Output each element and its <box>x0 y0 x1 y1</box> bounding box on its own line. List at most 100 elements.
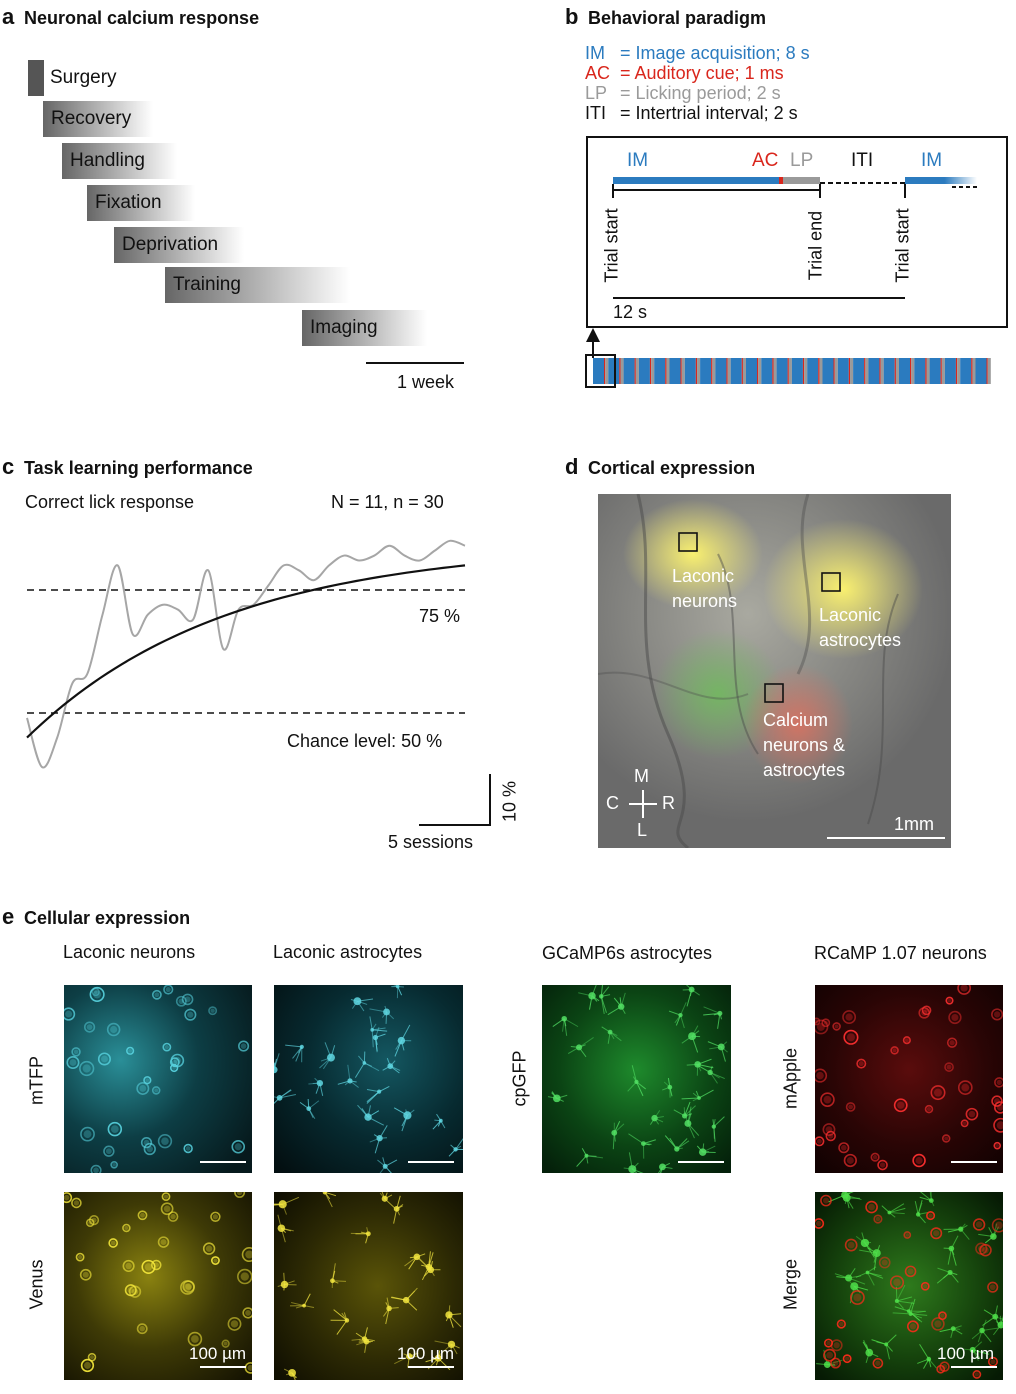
img-laconic-astrocytes-mtfp <box>274 985 463 1173</box>
col-laconic-astrocytes: Laconic astrocytes <box>273 942 423 962</box>
strip-ac-segment <box>864 358 866 384</box>
highlight-box <box>585 354 616 388</box>
strip-ac-segment <box>894 358 896 384</box>
strip-ac-segment <box>833 358 835 384</box>
strip-ac-segment <box>986 358 988 384</box>
panel-a-scale-label: 1 week <box>397 372 455 392</box>
strip-lp-segment <box>712 358 716 384</box>
col-gcamp: GCaMP6s astrocytes <box>542 943 713 963</box>
panel-e-title: Cellular expression <box>24 908 191 928</box>
strip-lp-segment <box>635 358 639 384</box>
strip-im-segment <box>654 358 666 384</box>
lp-bar <box>783 177 820 184</box>
stage-deprivation: Deprivation <box>114 227 244 263</box>
trial-sequence-strip <box>593 358 991 384</box>
strip-ac-segment <box>925 358 927 384</box>
duration-label: 12 s <box>613 302 648 322</box>
strip-lp-segment <box>911 358 915 384</box>
im-bar-next <box>905 177 977 184</box>
scale-bar <box>200 1366 246 1368</box>
strip-ac-segment <box>680 358 682 384</box>
stage-label: Training <box>173 274 241 295</box>
stage-label: Imaging <box>310 317 378 338</box>
legend-abbr: ITI <box>585 103 606 123</box>
strip-ac-segment <box>649 358 652 384</box>
strip-ac-segment <box>910 358 912 384</box>
strip-ac-segment <box>757 358 759 384</box>
cortical-image: Laconic neurons Laconic astrocytes Calci… <box>598 494 951 848</box>
strip-lp-segment <box>788 358 792 384</box>
strip-ac-segment <box>604 358 606 384</box>
strip-im-segment <box>960 358 972 384</box>
scale-label: 100 µm <box>937 1344 995 1363</box>
strip-ac-segment <box>971 358 973 384</box>
strip-lp-segment <box>773 358 777 384</box>
panel-c-title: Task learning performance <box>24 458 253 478</box>
col-laconic-neurons: Laconic neurons <box>63 942 196 962</box>
strip-ac-segment <box>726 358 728 384</box>
b-label-iti: ITI <box>851 150 874 171</box>
strip-ac-segment <box>695 358 698 384</box>
strip-im-segment <box>899 358 911 384</box>
c-scale-x-bar <box>419 824 491 826</box>
roi-box-2 <box>821 572 841 592</box>
strip-im-segment <box>669 358 681 384</box>
img-gcamp-cpgfp <box>542 985 731 1173</box>
roi-label-3: Calcium neurons & astrocytes <box>763 710 846 780</box>
strip-ac-segment <box>940 358 942 384</box>
strip-im-segment <box>791 358 803 384</box>
learning-chart <box>26 539 466 769</box>
b-label-ac: AC <box>752 150 779 171</box>
strip-lp-segment <box>666 358 670 384</box>
legend-im: IM = Image acquisition; 8 s <box>585 43 810 63</box>
img-laconic-neurons-mtfp <box>64 985 252 1173</box>
legend-iti: ITI = Intertrial interval; 2 s <box>585 103 810 123</box>
strip-lp-segment <box>742 358 746 384</box>
scale-bar <box>408 1366 454 1368</box>
panel-e-letter: e <box>2 904 15 929</box>
trial-end-label: Trial end <box>805 210 826 281</box>
strip-lp-segment <box>697 358 701 384</box>
c-scale-y-label: 10 % <box>499 780 520 823</box>
strip-lp-segment <box>895 358 899 384</box>
row-label-venus: Venus <box>26 1259 47 1310</box>
panel-a-title: Neuronal calcium response <box>24 8 260 28</box>
strip-lp-segment <box>987 358 991 384</box>
strip-lp-segment <box>758 358 762 384</box>
strip-ac-segment <box>879 358 881 384</box>
strip-im-segment <box>929 358 941 384</box>
strip-im-segment <box>638 358 650 384</box>
stage-handling: Handling <box>62 143 177 179</box>
row-label-mtfp: mTFP <box>26 1056 47 1105</box>
b-label-lp: LP <box>790 150 814 171</box>
panel-b-title: Behavioral paradigm <box>588 8 767 28</box>
strip-lp-segment <box>880 358 884 384</box>
strip-im-segment <box>914 358 926 384</box>
strip-im-segment <box>776 358 788 384</box>
legend-abbr: IM <box>585 43 605 63</box>
panel-c-n-label: N = 11, n = 30 <box>331 492 444 512</box>
strip-im-segment <box>746 358 758 384</box>
legend-text: = Image acquisition; 8 s <box>620 43 810 63</box>
img-rcamp-mapple <box>815 985 1003 1173</box>
scale-bar <box>951 1366 997 1368</box>
roi-box-3 <box>764 683 784 703</box>
strip-im-segment <box>975 358 987 384</box>
strip-im-segment <box>837 358 849 384</box>
row-label-mapple: mApple <box>780 1047 801 1110</box>
trial-start-2-label: Trial start <box>892 208 913 283</box>
strip-lp-segment <box>972 358 976 384</box>
roi-label-2: Laconic astrocytes <box>819 605 902 650</box>
strip-ac-segment <box>741 358 743 384</box>
strip-ac-segment <box>619 358 621 384</box>
img-merge: 100 µm <box>815 1192 1003 1380</box>
legend-lp: LP = Licking period; 2 s <box>585 83 810 103</box>
strip-im-segment <box>715 358 727 384</box>
scale-bar <box>951 1161 997 1163</box>
strip-lp-segment <box>804 358 808 384</box>
b-label-im2: IM <box>921 150 943 171</box>
strip-lp-segment <box>865 358 869 384</box>
raw-performance-line <box>26 539 466 769</box>
label-chance: Chance level: 50 % <box>287 731 443 751</box>
trial-start-label: Trial start <box>601 208 622 283</box>
